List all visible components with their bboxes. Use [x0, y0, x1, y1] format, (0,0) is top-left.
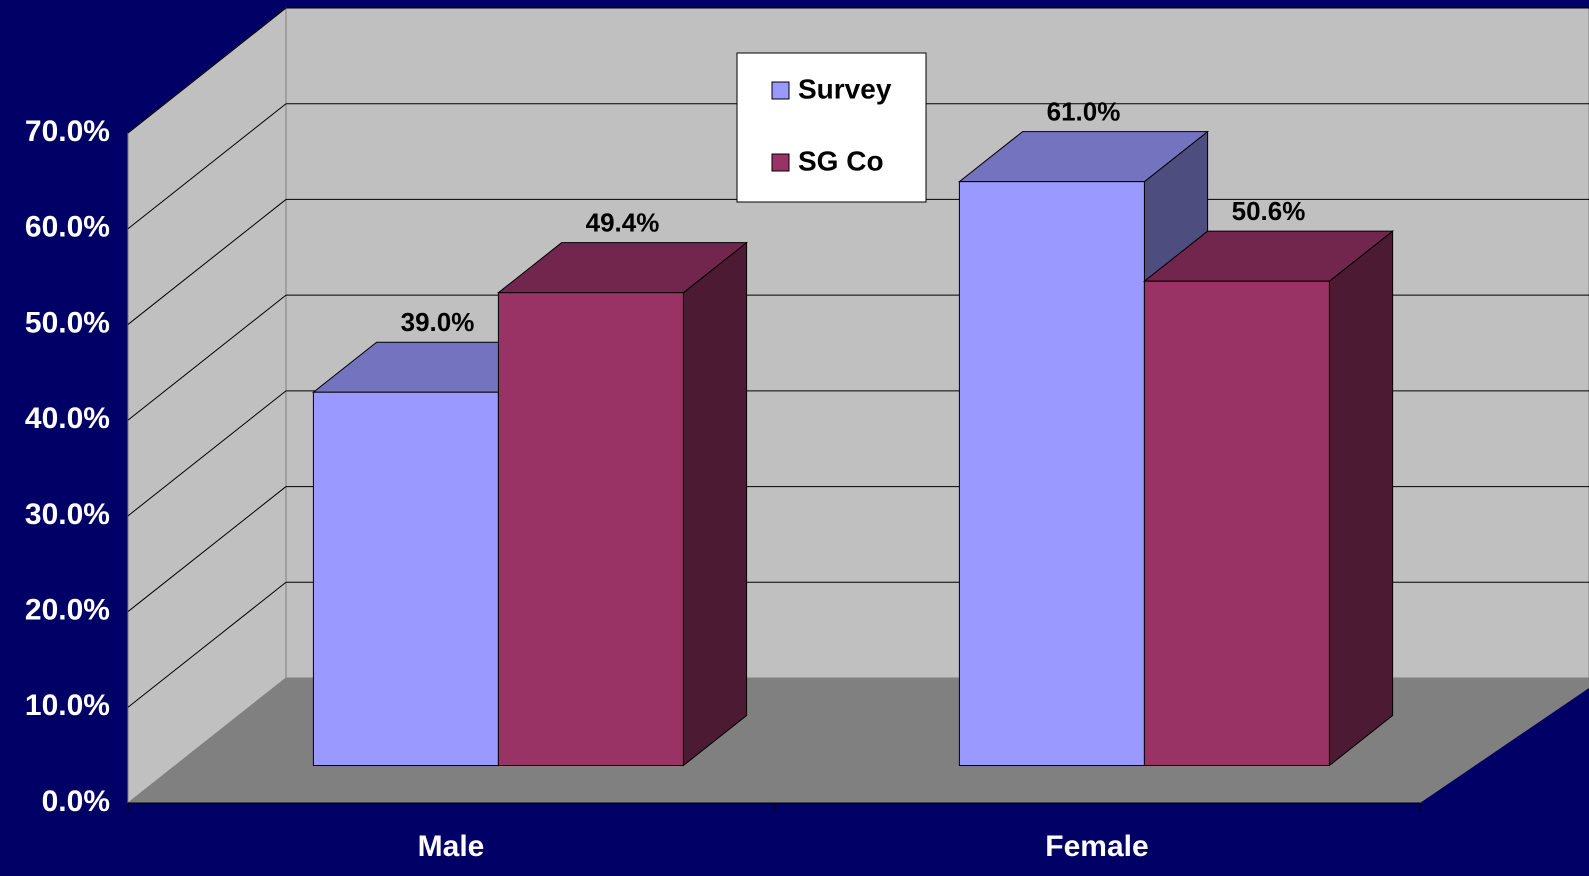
y-tick-label: 70.0% [25, 115, 110, 148]
grid-line [127, 7, 287, 134]
grid-line [127, 199, 287, 325]
legend-marker [771, 153, 790, 172]
y-tick-label: 20.0% [25, 593, 110, 626]
value-label: 50.6% [1232, 196, 1306, 226]
grid-line [127, 103, 287, 230]
grid-line [127, 581, 287, 708]
legend-label: Survey [798, 73, 892, 104]
legend-marker [771, 81, 790, 100]
value-label: 39.0% [401, 307, 475, 337]
x-tick-label: Female [1045, 830, 1148, 863]
y-tick-label: 40.0% [25, 402, 110, 435]
grid-line [127, 390, 287, 517]
bar [1142, 230, 1395, 767]
y-tick-label: 50.0% [25, 306, 110, 339]
y-tick-label: 10.0% [25, 689, 110, 722]
value-label: 61.0% [1047, 97, 1121, 127]
bar-side [1328, 230, 1394, 767]
legend-label: SG Co [798, 145, 884, 176]
bar-front [1143, 280, 1330, 766]
x-tick-label: Male [418, 830, 485, 863]
bar-side [682, 241, 748, 767]
grid-line [127, 294, 287, 421]
side-wall [127, 6, 287, 805]
legend-items: Survey SG Co [771, 73, 892, 176]
y-tick-label: 30.0% [25, 498, 110, 531]
grid-line [127, 486, 287, 612]
bar-front [312, 391, 499, 766]
bar [496, 241, 749, 767]
y-tick-label: 0.0% [42, 785, 110, 818]
legend [736, 52, 927, 203]
y-tick-label: 60.0% [25, 211, 110, 244]
value-label: 49.4% [586, 208, 660, 238]
bar-front [958, 181, 1145, 766]
bar-front [497, 292, 684, 766]
bars: 39.0% 49.4% 61.0% 50.6% [311, 97, 1395, 767]
